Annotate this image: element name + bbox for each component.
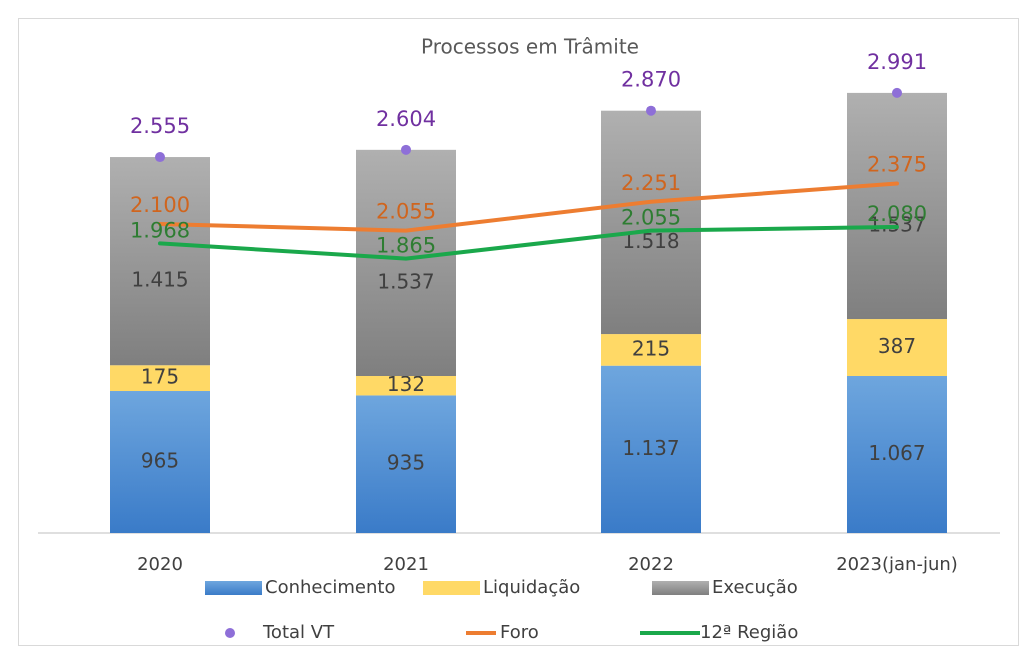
x-tick-label: 2020 <box>137 554 183 575</box>
data-label: 175 <box>141 365 179 389</box>
bar-segment <box>356 149 456 376</box>
data-label: 2.991 <box>867 50 927 74</box>
bar-segment <box>847 375 947 533</box>
data-label: 1.865 <box>376 234 436 258</box>
legend-label: Liquidação <box>483 577 580 598</box>
data-label: 2.251 <box>621 171 681 195</box>
data-label: 1.415 <box>131 268 188 292</box>
legend-label: Conhecimento <box>265 577 395 598</box>
bar-segment <box>110 365 210 392</box>
line-series <box>158 181 899 233</box>
chart-title: Processos em Trâmite <box>421 35 639 59</box>
legend-swatch <box>205 581 262 595</box>
line-series <box>158 224 899 261</box>
data-label: 1.137 <box>622 436 679 460</box>
point <box>892 87 902 98</box>
data-label: 2.555 <box>130 114 190 138</box>
data-label: 215 <box>632 336 670 360</box>
x-tick-label: 2022 <box>628 554 674 575</box>
bar-segment <box>601 110 701 335</box>
legend-swatch <box>225 628 235 638</box>
bar-segment <box>110 157 210 366</box>
data-label: 2.100 <box>130 193 190 217</box>
data-label: 2.604 <box>376 107 436 131</box>
point <box>155 152 165 163</box>
bar-segment <box>356 375 456 396</box>
bar-segment <box>356 395 456 533</box>
bar-segment <box>601 365 701 533</box>
data-label: 387 <box>878 334 916 358</box>
legend-swatch <box>652 581 709 595</box>
data-label: 2.055 <box>621 206 681 230</box>
data-label: 2.055 <box>376 200 436 224</box>
data-label: 2.870 <box>621 68 681 92</box>
data-label: 965 <box>141 449 179 473</box>
data-label: 132 <box>387 372 425 396</box>
bar-segment <box>847 319 947 376</box>
x-tick-label: 2023(jan-jun) <box>836 554 958 575</box>
data-label: 2.375 <box>867 153 927 177</box>
legend-label: Execução <box>712 577 798 598</box>
data-label: 2.080 <box>867 202 927 226</box>
bar-segment <box>601 334 701 366</box>
data-label: 1.537 <box>868 212 925 236</box>
legend-label: 12ª Região <box>700 622 798 643</box>
bar-segment <box>847 92 947 320</box>
data-label: 1.067 <box>868 441 925 465</box>
legend-label: Foro <box>500 622 539 643</box>
data-label: 1.968 <box>130 218 190 242</box>
x-tick-label: 2021 <box>383 554 429 575</box>
data-label: 1.537 <box>377 269 434 293</box>
legend-label: Total VT <box>262 622 335 643</box>
data-label: 935 <box>387 451 425 475</box>
point <box>401 144 411 155</box>
legend-swatch <box>423 581 480 595</box>
point <box>646 105 656 116</box>
bar-segment <box>110 391 210 533</box>
